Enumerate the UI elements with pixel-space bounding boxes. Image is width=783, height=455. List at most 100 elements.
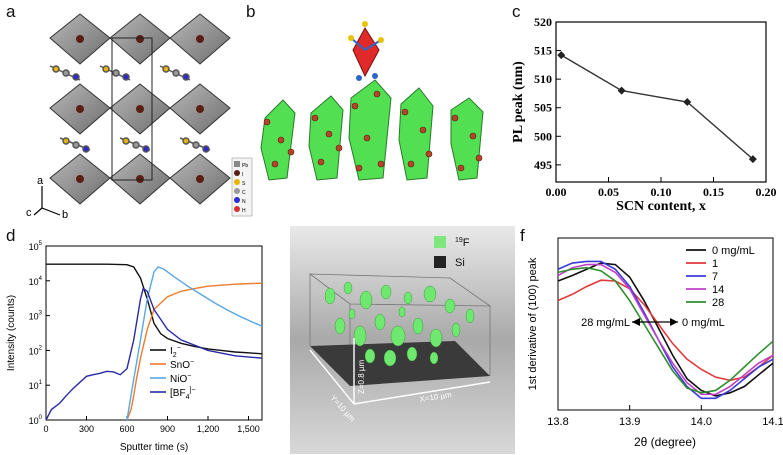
- axes-indicator: a b c: [26, 175, 68, 220]
- chart-c-xtick-label: 0.00: [546, 185, 567, 199]
- chart-f-series-2: [557, 260, 774, 400]
- chart-c-xtick-label: 0.05: [598, 185, 619, 199]
- e-axes: [309, 338, 491, 405]
- panel-b-structure: [260, 21, 484, 181]
- chart-c-ytick-label: 500: [534, 129, 552, 143]
- chart-f-xtick-label: 13.9: [619, 416, 640, 428]
- chart-d-series-1: [126, 282, 263, 421]
- f-annotation-right: 0 mg/mL: [682, 317, 725, 329]
- chart-f-legend-label: 1: [712, 258, 718, 270]
- axis-a-label: a: [37, 175, 44, 187]
- chart-f-legend-label: 0 mg/mL: [712, 245, 755, 257]
- axis-c-label: c: [26, 207, 32, 219]
- legend-pb: Pb: [242, 163, 248, 169]
- chart-c: 0.00 0.05 0.10 0.15 0.20 495500505510515520 …: [511, 15, 777, 213]
- chart-d-legend-label: [BF4]−: [170, 387, 196, 401]
- chart-d-xtick-label: 0: [43, 424, 48, 434]
- legend-f-base: F: [463, 237, 470, 249]
- chart-d-ytick-label: 100: [29, 415, 43, 426]
- chart-c-point: [748, 155, 757, 164]
- chart-d-legend-label: NiO−: [170, 373, 191, 385]
- chart-c-ytick-label: 510: [534, 72, 552, 86]
- green-chains: [260, 79, 484, 181]
- f-annotation-left: 28 mg/mL: [581, 317, 630, 329]
- chart-d-xtick-label: 600: [119, 424, 134, 434]
- chart-d-ytick-label: 103: [29, 311, 43, 322]
- chart-d: 0 300 600 900 1,200 1,500 100101102103104105 …: [6, 241, 263, 453]
- axis-b-label: b: [62, 209, 68, 220]
- legend-f-swatch: [434, 236, 446, 248]
- legend-h: H: [242, 208, 246, 214]
- panel-e-3d-render: 19F Si Y=10 µm X=10 µm Z=0.8 µm: [290, 226, 515, 454]
- legend-c: C: [242, 190, 246, 196]
- chart-f-series-4: [557, 266, 774, 394]
- chart-c-point: [557, 51, 566, 60]
- atom-legend: Pb I S C N H: [231, 157, 253, 217]
- legend-n: N: [242, 199, 246, 205]
- legend-si-swatch: [434, 256, 446, 268]
- chart-f-legend-label: 28: [712, 297, 724, 309]
- chart-d-frame: [45, 245, 263, 421]
- chart-f-legend-label: 7: [712, 271, 718, 283]
- chart-d-ylabel: Intensity (counts): [6, 295, 17, 371]
- chart-c-ytick-label: 520: [534, 15, 552, 29]
- scn-chains: [49, 65, 211, 153]
- panel-label-c: c: [512, 2, 521, 21]
- si-substrate: [310, 341, 490, 386]
- chart-c-series-line: [560, 54, 754, 160]
- legend-s: S: [242, 181, 246, 187]
- panel-label-d: d: [6, 226, 16, 245]
- chart-c-xtick-label: 0.15: [703, 185, 724, 199]
- legend-f-label: 19F: [455, 237, 470, 249]
- panel-label-b: b: [246, 2, 256, 21]
- bf4-tetrahedron: [348, 21, 384, 81]
- iodide-atoms: [263, 90, 483, 172]
- chart-c-frame: [555, 21, 767, 183]
- chart-c-ytick-label: 505: [534, 101, 552, 115]
- chart-d-ytick-label: 102: [29, 345, 43, 356]
- chart-f-ylabel: 1st derivative of (100) peak: [527, 257, 539, 390]
- chart-d-legend-label: I2−: [170, 345, 181, 359]
- chart-f-series-3: [557, 263, 774, 396]
- chart-d-ytick-label: 104: [29, 276, 43, 287]
- chart-c-point: [683, 98, 692, 106]
- unit-cell-box: [111, 37, 153, 181]
- chart-f-xtick-label: 14.0: [691, 416, 712, 428]
- chart-c-xtick-label: 0.20: [756, 185, 777, 199]
- octahedra-layer: [49, 13, 231, 205]
- chart-d-xtick-label: 1,500: [237, 424, 260, 434]
- chart-c-ytick-label: 495: [534, 158, 552, 172]
- legend-i: I: [242, 172, 243, 178]
- f-clusters: [324, 281, 475, 367]
- panel-label-a: a: [6, 2, 16, 21]
- chart-f-series-1: [557, 279, 774, 382]
- chart-d-series-0: [46, 263, 263, 355]
- chart-d-xtick-label: 1,200: [197, 424, 220, 434]
- chart-c-ytick-label: 515: [534, 44, 552, 58]
- chart-f-xlabel: 2θ (degree): [634, 435, 696, 449]
- chart-d-legend-label: SnO−: [170, 359, 194, 371]
- f-annotation: 28 mg/mL 0 mg/mL: [581, 317, 725, 329]
- chart-d-series-3: [45, 287, 263, 421]
- chart-d-ytick-label: 105: [29, 241, 43, 252]
- chart-d-series-2: [126, 266, 263, 421]
- chart-d-xtick-label: 900: [160, 424, 175, 434]
- chart-c-xlabel: SCN content, x: [616, 199, 706, 213]
- e-legend: 19F Si: [434, 236, 470, 269]
- chart-f-xtick-label: 13.8: [547, 416, 568, 428]
- chart-d-xlabel: Sputter time (s): [120, 442, 188, 453]
- chart-d-ytick-label: 101: [29, 380, 43, 391]
- legend-f-sup: 19: [455, 237, 463, 244]
- chart-c-ylabel: PL peak (nm): [511, 61, 526, 143]
- chart-c-xtick-label: 0.10: [651, 185, 672, 199]
- panel-a-structure: a b c Pb I S C N H: [26, 13, 253, 220]
- chart-f-series-0: [557, 262, 774, 397]
- chart-f-xtick-label: 14.1: [762, 416, 783, 428]
- chart-d-xtick-label: 300: [79, 424, 94, 434]
- chart-c-point: [617, 86, 626, 95]
- panel-label-f: f: [520, 226, 525, 245]
- chart-f-legend-label: 14: [712, 284, 724, 296]
- axis-z-label: Z=0.8 µm: [357, 359, 366, 394]
- legend-si-label: Si: [455, 257, 465, 269]
